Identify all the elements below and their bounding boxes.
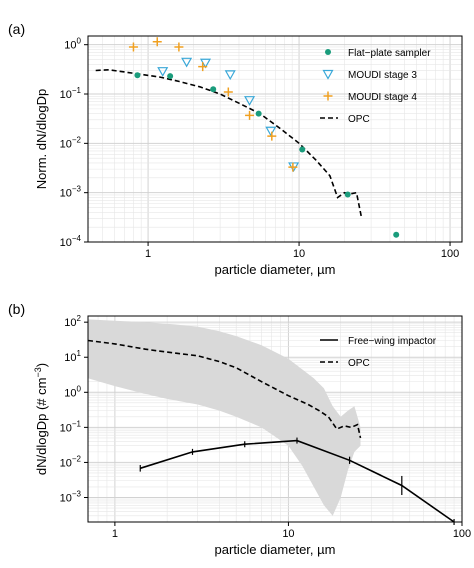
y-tick-label: 10−3 bbox=[60, 489, 82, 504]
y-tick-base: 10 bbox=[64, 40, 76, 52]
y-tick-label: 10−2 bbox=[60, 135, 82, 150]
y-tick-base: 10 bbox=[60, 492, 72, 504]
x-axis-label: particle diameter, µm bbox=[215, 542, 336, 557]
x-tick-label: 100 bbox=[441, 248, 459, 260]
y-axis-label-end: ) bbox=[34, 363, 49, 367]
data-point-circle bbox=[167, 73, 174, 80]
y-tick-base: 10 bbox=[60, 422, 72, 434]
legend-label: OPC bbox=[348, 358, 370, 369]
panel-label: (a) bbox=[8, 21, 25, 37]
y-tick-label: 10−2 bbox=[60, 454, 82, 469]
x-tick-label: 10 bbox=[282, 528, 294, 540]
legend-key-triangle bbox=[322, 69, 334, 80]
legend-label: Free−wing impactor bbox=[348, 336, 437, 347]
y-tick-exponent: −2 bbox=[72, 454, 82, 463]
data-point-plus bbox=[223, 87, 233, 97]
y-tick-exponent: 0 bbox=[77, 384, 82, 393]
data-point-triangle bbox=[157, 67, 169, 77]
legend: Free−wing impactor OPC bbox=[320, 336, 437, 369]
y-tick-exponent: −3 bbox=[72, 185, 82, 194]
data-point-plus bbox=[174, 42, 184, 52]
y-axis-label-exponent: −3 bbox=[33, 367, 43, 377]
data-point-circle bbox=[299, 146, 306, 153]
y-tick-label: 100 bbox=[64, 384, 81, 399]
data-point-circle bbox=[344, 191, 351, 198]
legend-key-plus bbox=[323, 91, 333, 101]
x-tick-label: 10 bbox=[293, 248, 305, 260]
y-tick-exponent: 1 bbox=[77, 349, 82, 358]
y-tick-base: 10 bbox=[60, 138, 72, 150]
y-axis-label: dN/dlogDp (# cm−3) bbox=[33, 363, 49, 475]
x-axis-label: particle diameter, µm bbox=[215, 262, 336, 277]
y-axis-label: Norm. dN/dlogDp bbox=[34, 89, 49, 189]
y-tick-label: 10−3 bbox=[60, 185, 82, 200]
data-point-circle bbox=[255, 110, 262, 117]
data-point-circle bbox=[393, 231, 400, 238]
series-line-1 bbox=[87, 339, 362, 439]
data-point-plus bbox=[288, 162, 298, 172]
y-tick-base: 10 bbox=[60, 188, 72, 200]
y-tick-label: 102 bbox=[64, 314, 81, 329]
y-tick-exponent: −3 bbox=[72, 489, 82, 498]
range-band-area bbox=[88, 319, 361, 516]
y-tick-base: 10 bbox=[60, 457, 72, 469]
y-tick-exponent: −2 bbox=[72, 135, 82, 144]
data-point-plus bbox=[198, 62, 208, 72]
y-tick-base: 10 bbox=[64, 352, 76, 364]
legend-label: OPC bbox=[348, 114, 370, 125]
y-tick-base: 10 bbox=[60, 237, 72, 249]
data-point-plus bbox=[245, 110, 255, 120]
legend-label: MOUDI stage 3 bbox=[348, 70, 417, 81]
y-tick-exponent: −1 bbox=[72, 86, 82, 95]
y-tick-exponent: −1 bbox=[72, 419, 82, 428]
data-point-circle bbox=[210, 86, 217, 93]
data-point-triangle bbox=[181, 57, 193, 68]
y-tick-exponent: −4 bbox=[72, 234, 82, 243]
x-tick-label: 100 bbox=[453, 528, 471, 540]
y-tick-exponent: 2 bbox=[77, 314, 82, 323]
legend-label: Flat−plate sampler bbox=[348, 48, 431, 59]
y-axis-label-text: dN/dlogDp (# cm bbox=[34, 378, 49, 476]
legend: Flat−plate sampler MOUDI stage 3 MOUDI sta… bbox=[320, 48, 431, 125]
data-point-triangle bbox=[224, 70, 236, 81]
x-tick-label: 1 bbox=[112, 528, 118, 540]
x-tick-label: 1 bbox=[145, 248, 151, 260]
plot-frame bbox=[87, 315, 463, 523]
legend-key-circle bbox=[325, 49, 331, 55]
data-point-triangle bbox=[265, 126, 277, 137]
data-point-plus bbox=[267, 131, 277, 141]
y-axis-label-text: Norm. dN/dlogDp bbox=[34, 89, 49, 189]
y-tick-label: 10−1 bbox=[60, 419, 82, 434]
y-tick-exponent: 0 bbox=[77, 37, 82, 46]
panel-label: (b) bbox=[8, 301, 25, 317]
y-tick-base: 10 bbox=[64, 387, 76, 399]
data-point-plus bbox=[128, 42, 138, 52]
data-point-plus bbox=[152, 37, 162, 47]
y-tick-base: 10 bbox=[64, 317, 76, 329]
y-tick-base: 10 bbox=[60, 89, 72, 101]
data-point-triangle bbox=[244, 96, 256, 106]
legend-label: MOUDI stage 4 bbox=[348, 92, 417, 103]
data-point-circle bbox=[134, 72, 141, 79]
y-tick-label: 10−4 bbox=[60, 234, 82, 249]
y-tick-label: 101 bbox=[64, 349, 81, 364]
y-tick-label: 10−1 bbox=[60, 86, 82, 101]
plot-frame bbox=[87, 35, 463, 243]
y-tick-label: 100 bbox=[64, 37, 81, 52]
